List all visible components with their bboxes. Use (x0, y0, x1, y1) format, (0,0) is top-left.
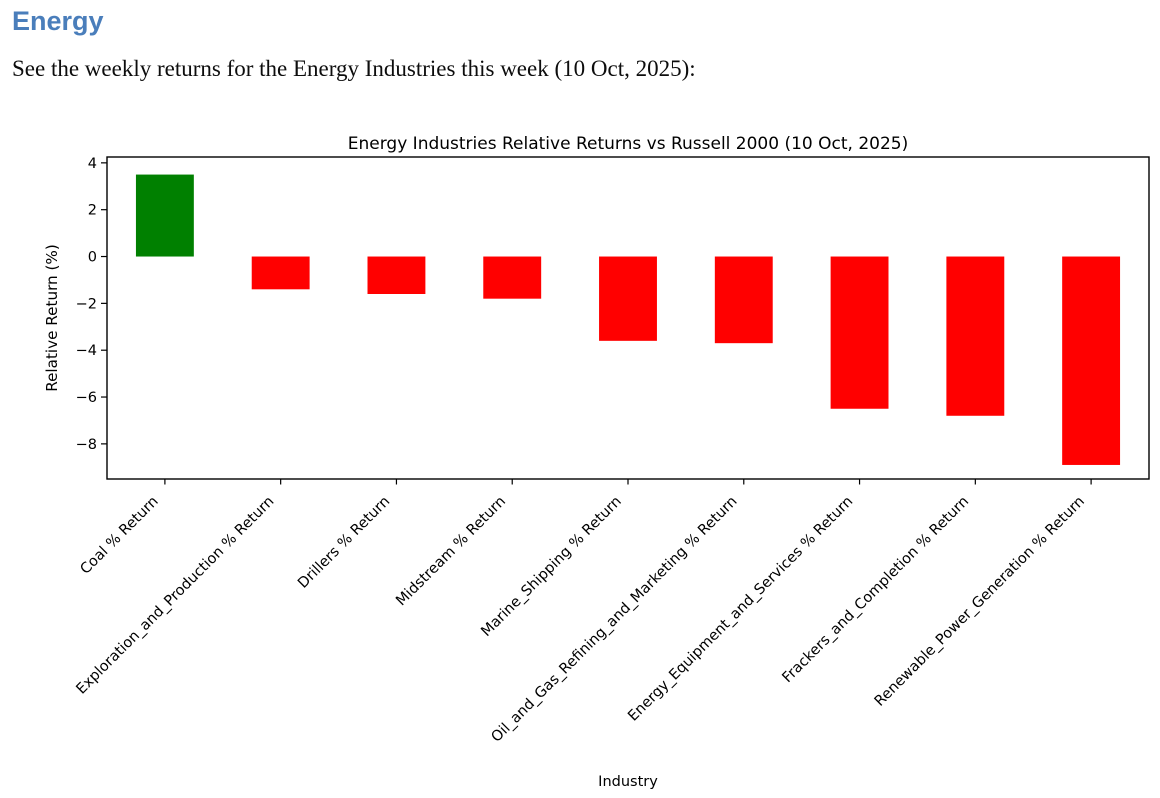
x-tick-label: Marine_Shipping % Return (478, 494, 624, 640)
bar (367, 256, 426, 294)
plot-border (106, 156, 1150, 480)
y-tick-label: −6 (76, 390, 97, 406)
x-tick-label: Energy_Equipment_and_Services % Return (625, 494, 856, 725)
intro-text: See the weekly returns for the Energy In… (12, 56, 696, 81)
x-tick-label: Frackers_and_Completion % Return (780, 494, 973, 687)
x-tick-label: Exploration_and_Production % Return (73, 494, 277, 698)
y-tick-label: 4 (88, 156, 97, 172)
x-tick-label: Oil_and_Gas_Refining_and_Marketing % Ret… (489, 494, 741, 746)
bar (483, 256, 542, 299)
y-axis-label: Relative Return (%) (43, 244, 61, 392)
x-tick-label: Renewable_Power_Generation % Return (872, 494, 1088, 710)
x-tick-label: Midstream % Return (393, 494, 509, 610)
x-tick-label: Drillers % Return (295, 494, 393, 592)
bar (135, 174, 194, 257)
x-tick-label: Coal % Return (78, 494, 162, 578)
y-tick-label: 2 (88, 203, 97, 219)
page-title: Energy (12, 6, 104, 36)
bar (1062, 256, 1121, 465)
bar (251, 256, 310, 290)
bar (714, 256, 773, 344)
x-axis-label: Industry (598, 774, 658, 790)
y-tick-label: 0 (88, 250, 97, 266)
y-tick-label: −4 (76, 343, 97, 359)
bar (599, 256, 657, 341)
bar (830, 256, 889, 409)
chart-title: Energy Industries Relative Returns vs Ru… (348, 134, 908, 154)
bar (946, 256, 1005, 416)
y-tick-label: −2 (76, 296, 97, 312)
y-tick-label: −8 (76, 437, 97, 453)
